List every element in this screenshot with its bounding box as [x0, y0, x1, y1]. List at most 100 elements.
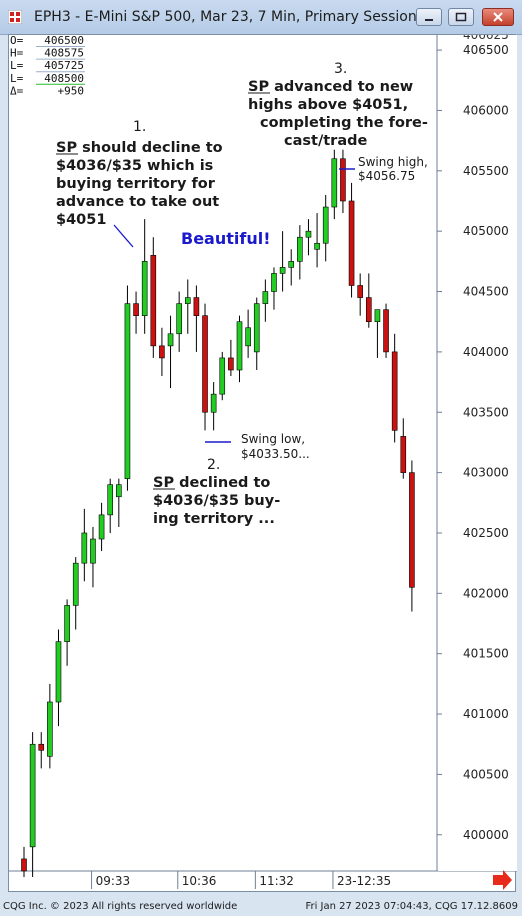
close-icon [493, 12, 503, 22]
annotation-1-pointer [113, 224, 134, 248]
ohlc-value: 408500 [44, 72, 84, 85]
candle-body [193, 297, 200, 316]
candle-body [176, 303, 182, 335]
price-tick-label-top: 406625 [463, 35, 509, 42]
ohlc-label: H= [10, 47, 24, 60]
svg-text:Swing high,: Swing high, [358, 155, 428, 169]
candle-body [279, 267, 286, 274]
copyright-text: CQG Inc. © 2023 All rights reserved worl… [3, 901, 238, 912]
time-tick-label: 10:36 [182, 874, 217, 888]
candle-body [400, 436, 407, 473]
candle-body [90, 538, 96, 564]
window-title: EPH3 - E-Mini S&P 500, Mar 23, 7 Min, Pr… [34, 9, 417, 25]
candle-body [210, 393, 217, 413]
annotation-3: SP advanced to new highs above $4051, co… [248, 79, 428, 149]
svg-text:$4056.75: $4056.75 [358, 169, 415, 183]
candle-body [167, 333, 174, 347]
annotation-1-number: 1. [133, 119, 146, 135]
annotation-1-line: advance to take out [56, 194, 219, 210]
time-tick-label: 11:32 [259, 874, 294, 888]
candle-body [340, 158, 346, 202]
candle-body [245, 327, 251, 347]
candle-body [391, 351, 398, 431]
price-tick-label: 401500 [463, 647, 509, 661]
status-bar: CQG Inc. © 2023 All rights reserved worl… [0, 897, 522, 916]
ohlc-value: 406500 [44, 35, 84, 47]
swing-high-label: Swing high, $4056.75 [358, 155, 428, 183]
candle-body [228, 357, 234, 371]
candle-body [38, 743, 45, 751]
candlestick-chart[interactable]: 4066254065004060004055004050004045004040… [9, 35, 517, 893]
price-tick-label: 401000 [463, 707, 509, 721]
annotation-1-line: buying territory for [56, 176, 216, 192]
annotation-1-line: $4051 [56, 212, 106, 228]
candle-body [47, 701, 53, 757]
app-icon [8, 10, 22, 24]
candle-body [357, 285, 363, 298]
candle-body [81, 532, 88, 564]
minimize-button[interactable] [416, 8, 442, 26]
candle-body [253, 303, 260, 353]
beautiful-label: Beautiful! [181, 229, 271, 248]
price-tick-label: 402500 [463, 526, 509, 540]
candle-body [141, 261, 148, 316]
price-tick-label: 405000 [463, 224, 509, 238]
candle-body [365, 297, 372, 323]
candle-body [236, 321, 243, 371]
svg-text:Swing low,: Swing low, [241, 432, 305, 446]
candle-body [271, 273, 277, 292]
svg-text:$4033.50...: $4033.50... [241, 447, 310, 461]
chart-area[interactable]: 406625 406500 406000 405500 405000 404500 4040… [8, 34, 517, 893]
window-titlebar[interactable]: EPH3 - E-Mini S&P 500, Mar 23, 7 Min, Pr… [0, 0, 522, 35]
price-tick-label: 405500 [463, 164, 509, 178]
time-tick-label: 23-12:35 [337, 874, 391, 888]
candle-body [116, 484, 122, 498]
price-tick-label: 402000 [463, 586, 509, 600]
price-tick-label: 406000 [463, 103, 509, 117]
candle-body [133, 303, 139, 316]
candle-body [150, 255, 157, 347]
candle-body [107, 484, 113, 516]
annotation-3-number: 3. [334, 61, 347, 77]
swing-low-label: Swing low, $4033.50... [241, 432, 310, 461]
ohlc-label: L= [10, 59, 24, 72]
annotation-2-line: $4036/$35 buy- [153, 493, 280, 509]
candle-body [124, 303, 131, 479]
candle-body [322, 206, 329, 244]
close-button[interactable] [482, 8, 514, 26]
ohlc-value: +950 [58, 84, 85, 97]
candle-body [374, 309, 381, 323]
ohlc-label: L= [10, 72, 24, 85]
maximize-button[interactable] [448, 8, 474, 26]
candle-body [64, 605, 70, 642]
candle-body [21, 858, 27, 872]
time-tick-label: 09:33 [96, 874, 131, 888]
candle-body [98, 514, 105, 540]
annotation-2-line: ing territory ... [153, 511, 275, 527]
candle-body [29, 743, 36, 848]
timestamp-text: Fri Jan 27 2023 07:04:43, CQG 17.12.8609 [305, 901, 518, 912]
ohlc-label: Δ= [10, 84, 24, 97]
candle-body [55, 641, 62, 703]
minimize-icon [425, 19, 433, 21]
annotation-2-number: 2. [207, 457, 220, 473]
candle-body [184, 297, 191, 304]
candle-body [383, 309, 389, 353]
candle-body [202, 315, 208, 413]
ohlc-box: O= 406500 H= 408575 L= 405725 L= 408500 Δ= +950 [10, 35, 85, 97]
ohlc-value: 405725 [44, 59, 84, 72]
candle-body [72, 562, 79, 606]
annotation-3-line: completing the fore- [260, 115, 428, 131]
scroll-right-arrow-icon[interactable] [493, 870, 512, 890]
candle-body [348, 200, 355, 286]
annotation-1-line: $4036/$35 which is [56, 158, 213, 174]
annotation-2-line: SP declined to [153, 475, 270, 491]
candle-body [331, 158, 338, 208]
annotation-3-line: cast/trade [284, 133, 367, 149]
annotation-1-line: SP should decline to [56, 140, 223, 156]
price-tick-label: 400500 [463, 767, 509, 781]
candle-body [409, 472, 415, 588]
price-tick-label: 403500 [463, 405, 509, 419]
price-tick-label: 406500 [463, 43, 509, 57]
candle-body [262, 291, 269, 304]
